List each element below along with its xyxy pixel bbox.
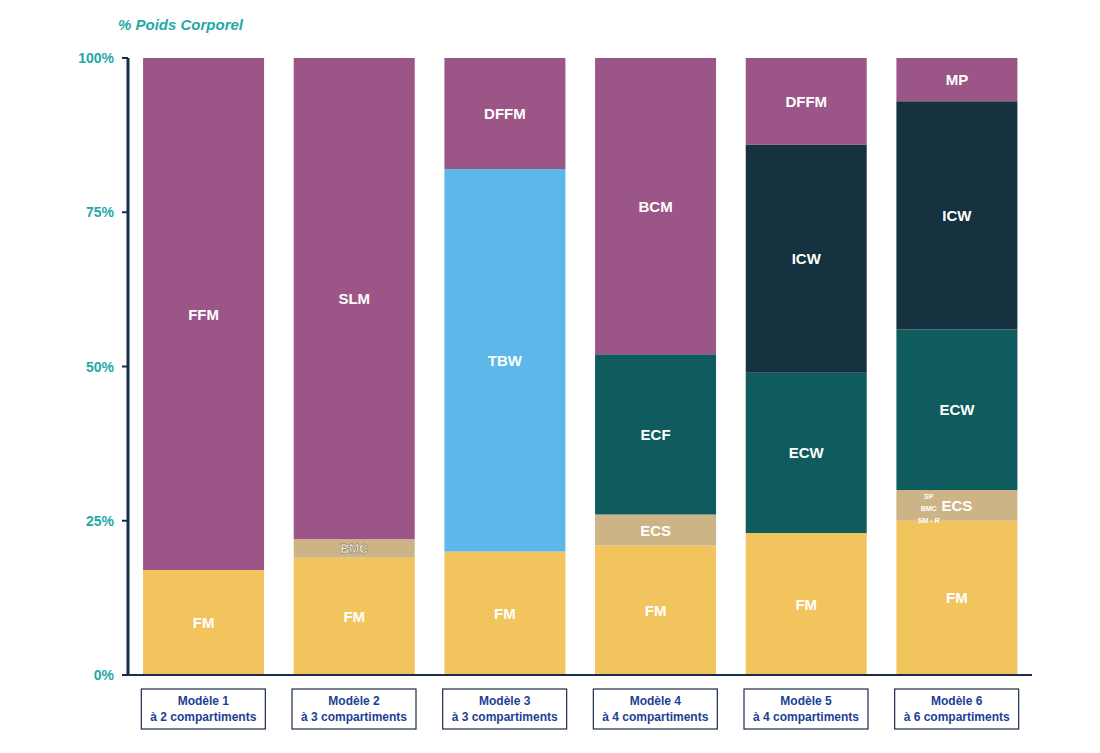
svg-text:Modèle 5à 4 compartiments: Modèle 5à 4 compartiments xyxy=(753,694,859,724)
svg-text:MP: MP xyxy=(946,71,969,88)
svg-text:ECW: ECW xyxy=(939,401,975,418)
svg-text:SLM: SLM xyxy=(338,290,370,307)
html-text:% Poids Corporel: % Poids Corporel xyxy=(118,16,243,33)
svg-text:BMC: BMC xyxy=(921,505,937,512)
svg-text:ECW: ECW xyxy=(789,444,825,461)
svg-text:SP: SP xyxy=(924,493,934,500)
svg-text:Modèle 2à 3 compartiments: Modèle 2à 3 compartiments xyxy=(301,694,407,724)
svg-text:50%: 50% xyxy=(86,359,115,375)
svg-text:FM: FM xyxy=(494,605,516,622)
svg-text:0%: 0% xyxy=(94,667,115,683)
svg-text:SM - R: SM - R xyxy=(918,517,940,524)
svg-text:Modèle 6à 6 compartiments: Modèle 6à 6 compartiments xyxy=(904,694,1010,724)
svg-text:FM: FM xyxy=(795,596,817,613)
svg-text:ICW: ICW xyxy=(792,250,822,267)
svg-text:FM: FM xyxy=(645,602,667,619)
svg-text:FFM: FFM xyxy=(188,306,219,323)
svg-text:BCM: BCM xyxy=(638,198,672,215)
svg-text:FM: FM xyxy=(193,614,215,631)
svg-text:Modèle 3à 3 compartiments: Modèle 3à 3 compartiments xyxy=(452,694,558,724)
svg-text:DFFM: DFFM xyxy=(785,93,827,110)
svg-text:100%: 100% xyxy=(78,50,114,66)
svg-text:FM: FM xyxy=(343,608,365,625)
svg-text:ECF: ECF xyxy=(641,426,671,443)
svg-text:Modèle 1à 2 compartiments: Modèle 1à 2 compartiments xyxy=(150,694,256,724)
svg-text:ECS: ECS xyxy=(640,522,671,539)
svg-text:Modèle 4à 4 compartiments: Modèle 4à 4 compartiments xyxy=(602,694,708,724)
svg-text:DFFM: DFFM xyxy=(484,105,526,122)
svg-text:ECS: ECS xyxy=(941,497,972,514)
svg-text:BMC: BMC xyxy=(341,542,369,556)
svg-text:25%: 25% xyxy=(86,513,115,529)
svg-text:75%: 75% xyxy=(86,204,115,220)
svg-text:ICW: ICW xyxy=(942,207,972,224)
svg-text:FM: FM xyxy=(946,589,968,606)
svg-text:TBW: TBW xyxy=(488,352,523,369)
